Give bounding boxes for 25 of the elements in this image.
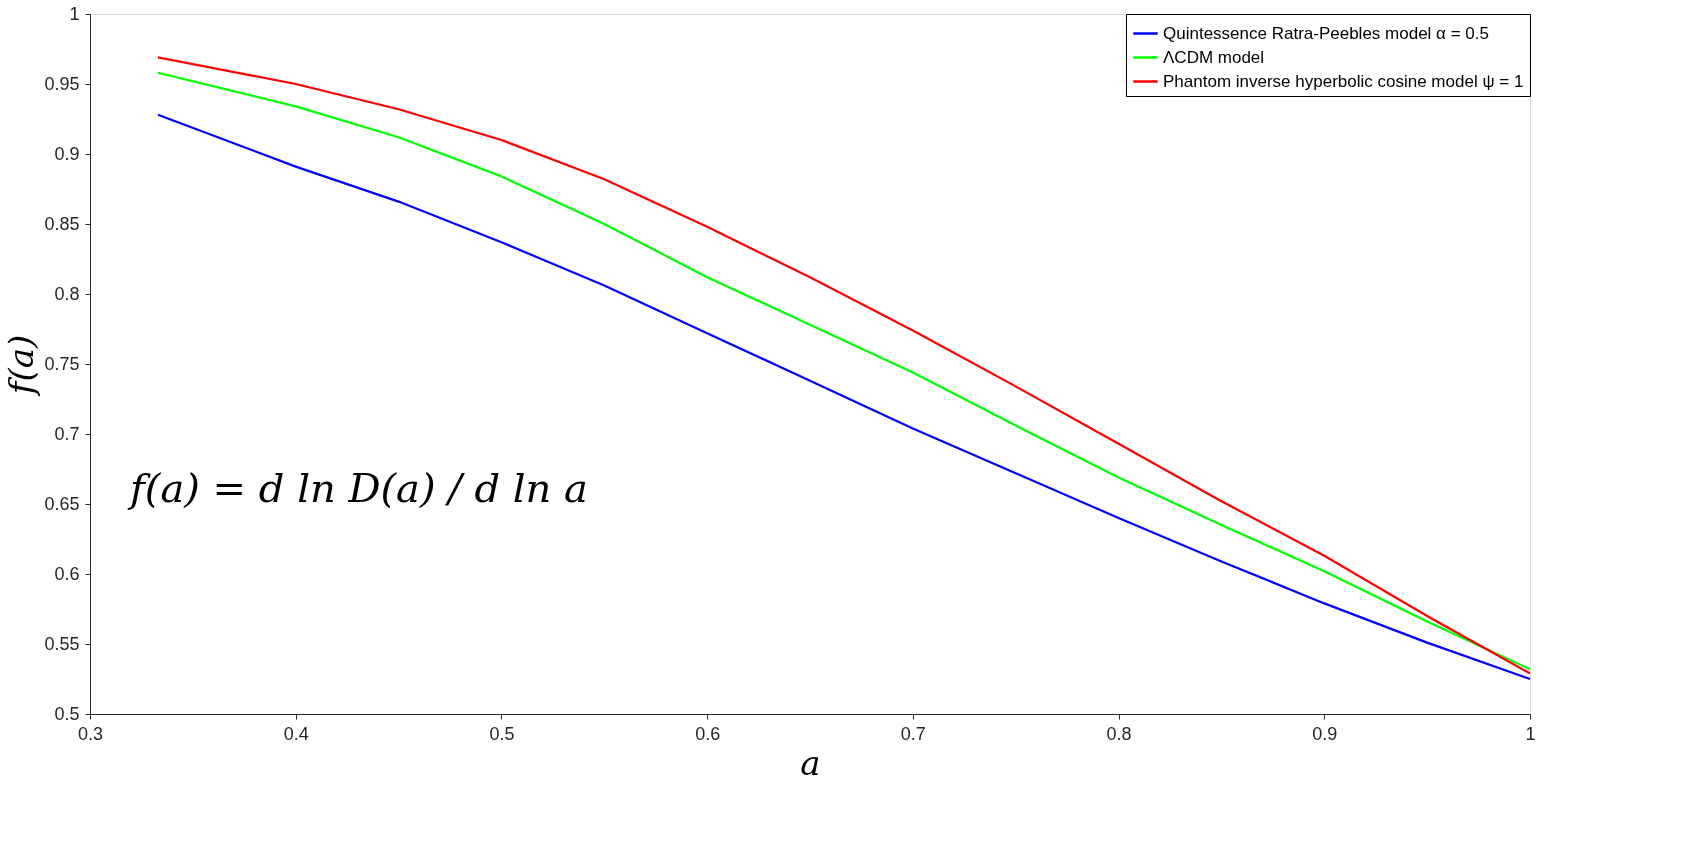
x-tick-label: 0.6 (695, 723, 721, 744)
x-axis-title: a (800, 742, 821, 783)
y-tick-label: 0.55 (44, 633, 80, 654)
y-tick-label: 0.6 (54, 563, 80, 584)
x-tick-label: 0.3 (77, 723, 104, 744)
x-tick-label: 0.4 (283, 723, 309, 744)
y-tick-label: 0.5 (54, 703, 80, 724)
y-tick-label: 1 (69, 3, 80, 24)
legend-label: ΛCDM model (1163, 47, 1265, 67)
y-tick-label: 0.7 (54, 423, 80, 444)
y-tick-label: 0.95 (44, 73, 80, 94)
y-tick-label: 0.9 (54, 143, 80, 164)
y-tick-label: 0.65 (44, 493, 80, 514)
x-tick-label: 0.7 (900, 723, 926, 744)
y-tick-label: 0.85 (44, 213, 80, 234)
y-axis-title: f(a) (1, 334, 42, 398)
x-tick-label: 0.9 (1312, 723, 1338, 744)
legend-label: Quintessence Ratra-Peebles model α = 0.5 (1163, 23, 1489, 43)
y-tick-label: 0.75 (44, 353, 80, 374)
y-tick-label: 0.8 (54, 283, 80, 304)
x-tick-label: 1 (1525, 723, 1536, 744)
legend-label: Phantom inverse hyperbolic cosine model ψ = 1 (1163, 71, 1524, 91)
x-tick-label: 0.5 (489, 723, 515, 744)
annotation: f(a) = d ln D(a) / d ln a (127, 465, 588, 511)
x-tick-label: 0.8 (1106, 723, 1132, 744)
